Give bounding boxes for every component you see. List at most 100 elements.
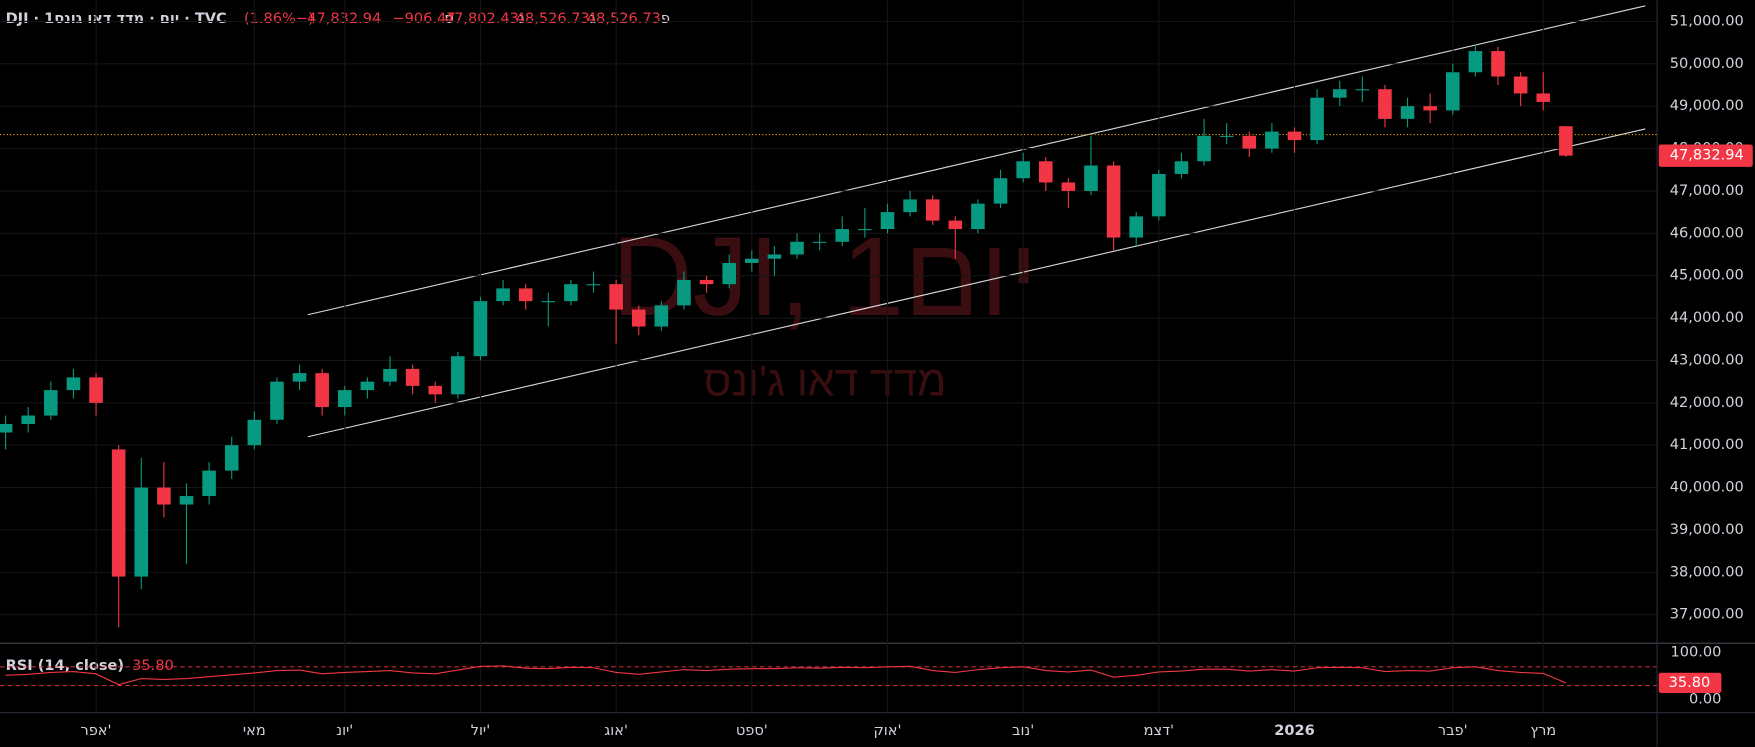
- candle-body: [0, 424, 13, 433]
- candle-body: [315, 373, 329, 408]
- candle-body: [1559, 126, 1573, 156]
- candle-body: [812, 241, 827, 243]
- y-tick-label: 37,000.00: [1670, 606, 1744, 623]
- candle-body: [1219, 135, 1234, 137]
- candle-body: [654, 305, 669, 327]
- ohlc-value: 47,802.43: [445, 10, 519, 27]
- symbol-title: DJI · 1יום · מדד דאו גונס · TVC: [6, 10, 227, 27]
- candle-body: [971, 203, 985, 230]
- candle-body: [541, 301, 556, 303]
- candle-body: [157, 487, 171, 505]
- candle-body: [745, 258, 759, 263]
- candle-body: [66, 377, 81, 391]
- last-price-label: 47,832.94: [1670, 147, 1744, 164]
- y-tick-label: 51,000.00: [1670, 12, 1744, 29]
- candle-body: [270, 381, 284, 420]
- last-price-box: [1658, 144, 1753, 167]
- candle-body: [1536, 93, 1551, 102]
- candle-body: [1106, 165, 1121, 238]
- candle-body: [518, 288, 533, 302]
- candle-body: [44, 390, 58, 416]
- ohlc-value: 48,526.73: [587, 10, 661, 27]
- x-tick-label: יונ': [336, 722, 353, 739]
- candle-body: [1468, 51, 1483, 73]
- candle-body: [496, 288, 510, 302]
- candle-body: [722, 262, 736, 285]
- channel-upper: [307, 5, 1646, 316]
- y-tick-label: 38,000.00: [1670, 563, 1744, 580]
- candle-body: [880, 212, 895, 230]
- y-tick-label: 47,000.00: [1670, 182, 1744, 199]
- candle-body: [134, 487, 149, 577]
- y-tick-label: 41,000.00: [1670, 436, 1744, 453]
- candle-body: [111, 449, 126, 577]
- y-tick-label: 40,000.00: [1670, 479, 1744, 496]
- ohlc-legend: פ48,526.73ג48,526.73נ47,802.43ס47,832.94…: [244, 10, 670, 27]
- x-tick-label: 2026: [1274, 722, 1314, 739]
- candle-body: [1129, 216, 1143, 238]
- x-tick-label: ספט': [736, 722, 768, 739]
- candle-body: [1265, 131, 1279, 149]
- candle-body: [292, 373, 307, 382]
- candle-body: [1152, 173, 1166, 217]
- candle-body: [790, 241, 804, 255]
- candle-body: [1332, 89, 1347, 98]
- rsi-value-axis-label: 35.80: [1669, 674, 1711, 691]
- candle-body: [631, 309, 646, 327]
- candle-body: [564, 284, 578, 302]
- candle-body: [699, 279, 714, 285]
- candle-body: [224, 445, 239, 471]
- x-tick-label: פבר': [1438, 722, 1468, 739]
- candle-body: [1174, 161, 1189, 174]
- x-tick-label: מרץ: [1530, 722, 1556, 739]
- rsi-tick-label: 100.00: [1671, 644, 1722, 661]
- candle-body: [948, 220, 963, 230]
- candle-body: [993, 178, 1008, 204]
- ohlc-value: 48,526.73: [516, 10, 590, 27]
- candle-body: [1400, 106, 1415, 119]
- candle-body: [1378, 89, 1392, 119]
- candle-body: [1016, 161, 1030, 179]
- x-tick-label: אפר': [81, 722, 112, 739]
- candle-body: [383, 368, 397, 382]
- x-tick-label: יול': [471, 722, 491, 739]
- candle-body: [925, 199, 940, 221]
- candle-body: [1287, 131, 1302, 141]
- rsi-value: 35.80: [132, 657, 174, 674]
- candle-body: [1355, 89, 1370, 91]
- y-tick-label: 50,000.00: [1670, 55, 1744, 72]
- candle-body: [405, 368, 420, 386]
- candle-body: [1445, 72, 1460, 111]
- x-tick-label: מאי: [243, 722, 266, 739]
- x-tick-label: אוג': [604, 722, 628, 739]
- candle-body: [247, 419, 262, 446]
- rsi-value-box: [1658, 672, 1722, 693]
- candle-body: [858, 229, 872, 231]
- x-tick-label: דצמ': [1144, 722, 1174, 739]
- y-tick-label: 46,000.00: [1670, 224, 1744, 241]
- ohlc-key: פ: [661, 10, 670, 27]
- candle-body: [337, 390, 352, 408]
- candle-body: [609, 284, 623, 310]
- candle-body: [903, 199, 917, 213]
- candle-body: [1513, 76, 1528, 94]
- rsi-tick-label: 0.00: [1689, 691, 1721, 708]
- channel-lower: [307, 128, 1646, 438]
- candle-body: [1061, 182, 1076, 191]
- watermark-subtitle: מדד דאו ג'ונס: [703, 357, 946, 405]
- candle-body: [1084, 165, 1098, 191]
- candle-body: [179, 496, 194, 505]
- candle-body: [1423, 106, 1437, 111]
- y-tick-label: 45,000.00: [1670, 267, 1744, 284]
- candle-body: [767, 254, 782, 259]
- candle-body: [473, 301, 488, 357]
- y-tick-label: 39,000.00: [1670, 521, 1744, 538]
- y-tick-label: 42,000.00: [1670, 394, 1744, 411]
- x-tick-label: נוב': [1012, 722, 1034, 739]
- candle-body: [1491, 51, 1505, 77]
- candle-body: [835, 229, 850, 242]
- y-tick-label: 44,000.00: [1670, 309, 1744, 326]
- candle-body: [428, 385, 443, 395]
